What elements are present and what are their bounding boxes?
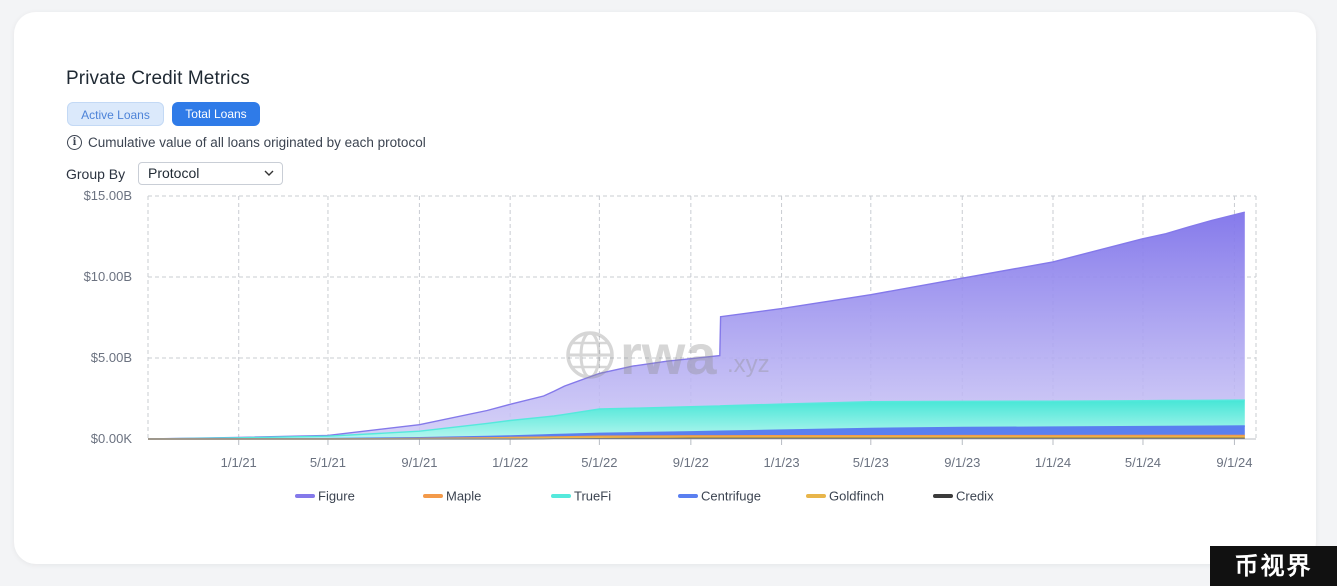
legend-label-credix: Credix	[956, 489, 994, 504]
legend-label-centrifuge: Centrifuge	[701, 489, 761, 504]
y-tick-label: $15.00B	[84, 188, 132, 203]
series-line-centrifuge	[147, 425, 1245, 440]
x-tick-label: 1/1/23	[763, 455, 799, 470]
chevron-down-icon	[264, 170, 274, 176]
corner-badge-logo: 币视界	[1210, 546, 1337, 586]
x-tick-label: 1/1/22	[492, 455, 528, 470]
watermark-suffix: .xyz	[727, 351, 770, 378]
info-row: i Cumulative value of all loans originat…	[67, 135, 426, 150]
legend-label-figure: Figure	[318, 489, 355, 504]
x-tick-label: 9/1/23	[944, 455, 980, 470]
y-tick-label: $0.00K	[91, 431, 133, 446]
legend-label-goldfinch: Goldfinch	[829, 489, 884, 504]
series-line-truefi	[147, 399, 1245, 440]
group-by-label: Group By	[66, 166, 126, 182]
series-area-truefi	[148, 400, 1245, 439]
legend-label-maple: Maple	[446, 489, 481, 504]
info-icon: i	[67, 135, 82, 150]
x-tick-label: 1/1/24	[1035, 455, 1071, 470]
legend-label-truefi: TrueFi	[574, 489, 611, 504]
page-title: Private Credit Metrics	[66, 68, 250, 89]
watermark-logo	[566, 331, 614, 379]
group-by-select[interactable]: Protocol	[138, 162, 283, 185]
watermark-text: rwa	[620, 323, 717, 386]
x-tick-label: 5/1/22	[581, 455, 617, 470]
x-tick-label: 9/1/24	[1216, 455, 1252, 470]
tab-active-loans[interactable]: Active Loans	[67, 102, 164, 126]
x-tick-label: 9/1/22	[673, 455, 709, 470]
x-tick-label: 1/1/21	[221, 455, 257, 470]
y-tick-label: $10.00B	[84, 269, 132, 284]
info-text: Cumulative value of all loans originated…	[88, 135, 426, 150]
x-tick-label: 9/1/21	[401, 455, 437, 470]
series-area-centrifuge	[148, 426, 1245, 439]
group-by-value: Protocol	[148, 165, 200, 181]
x-tick-label: 5/1/23	[853, 455, 889, 470]
tab-total-loans[interactable]: Total Loans	[172, 102, 260, 126]
x-tick-label: 5/1/24	[1125, 455, 1161, 470]
series-area-figure	[148, 212, 1245, 439]
y-tick-label: $5.00B	[91, 350, 132, 365]
series-line-figure	[147, 211, 1245, 440]
x-tick-label: 5/1/21	[310, 455, 346, 470]
